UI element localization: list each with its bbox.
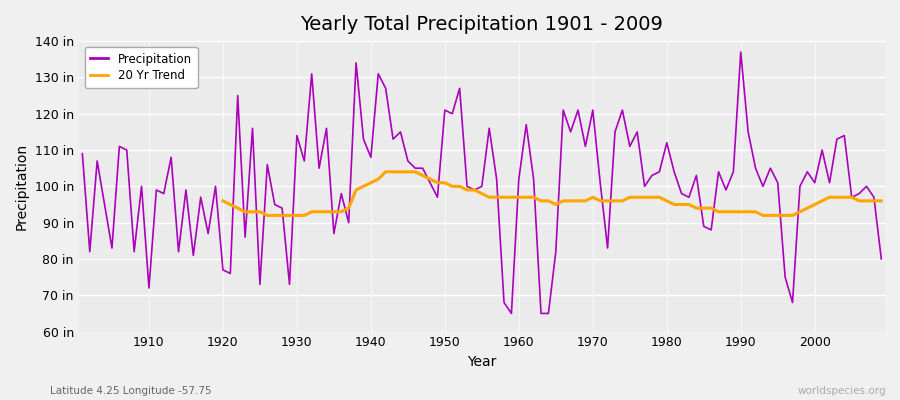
Precipitation (77, 151, 88, 156)
Line: 20 Yr Trend: 20 Yr Trend (223, 172, 881, 215)
X-axis label: Year: Year (467, 355, 497, 369)
Precipitation (506, 311, 517, 316)
20 Yr Trend (876, 198, 886, 203)
Title: Yearly Total Precipitation 1901 - 2009: Yearly Total Precipitation 1901 - 2009 (301, 15, 663, 34)
20 Yr Trend (691, 206, 702, 210)
Text: Latitude 4.25 Longitude -57.75: Latitude 4.25 Longitude -57.75 (50, 386, 212, 396)
20 Yr Trend (218, 198, 229, 203)
Precipitation (735, 50, 746, 54)
20 Yr Trend (314, 209, 325, 214)
20 Yr Trend (262, 213, 273, 218)
Y-axis label: Precipitation: Precipitation (15, 143, 29, 230)
Line: Precipitation: Precipitation (83, 52, 881, 314)
Precipitation (513, 177, 524, 182)
20 Yr Trend (432, 180, 443, 185)
Precipitation (299, 158, 310, 163)
Precipitation (609, 130, 620, 134)
20 Yr Trend (795, 209, 806, 214)
Precipitation (521, 122, 532, 127)
Legend: Precipitation, 20 Yr Trend: Precipitation, 20 Yr Trend (85, 47, 198, 88)
Precipitation (876, 256, 886, 261)
20 Yr Trend (861, 198, 872, 203)
Precipitation (136, 184, 147, 189)
Text: worldspecies.org: worldspecies.org (798, 386, 886, 396)
20 Yr Trend (381, 170, 392, 174)
Precipitation (343, 220, 354, 225)
20 Yr Trend (779, 213, 790, 218)
